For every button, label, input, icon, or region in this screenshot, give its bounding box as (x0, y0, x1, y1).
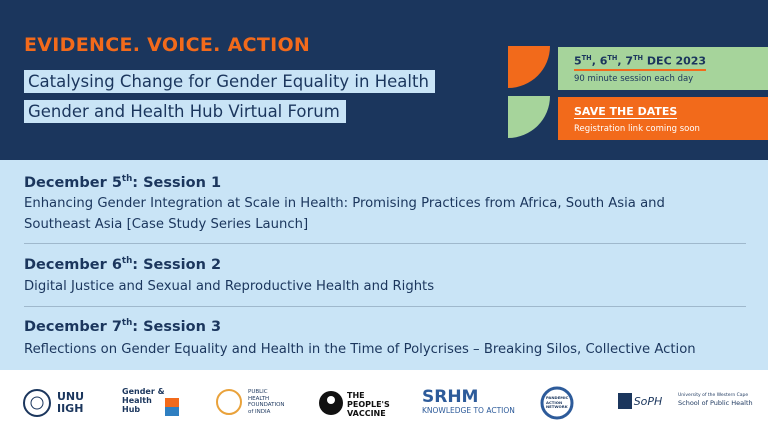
save-note: Registration link coming soon (574, 124, 700, 134)
divider (24, 306, 746, 307)
logo-text: SRHM (422, 387, 479, 407)
logo-text: Gender & Health Hub (122, 387, 165, 414)
session-description: Enhancing Gender Integration at Scale in… (24, 196, 665, 232)
decor-shapes (508, 46, 550, 138)
title-line: Gender and Health Hub Virtual Forum (24, 100, 346, 123)
date-part: , 7 (617, 54, 634, 68)
session-heading: December 7th: Session 3 (24, 318, 221, 335)
session-suffix: th (121, 174, 133, 184)
save-box: SAVE THE DATES Registration link coming … (558, 97, 768, 140)
logo-text: KNOWLEDGE TO ACTION (422, 406, 515, 415)
session-description: Reflections on Gender Equality and Healt… (24, 342, 696, 357)
session-label: : Session 1 (132, 174, 222, 191)
divider (24, 243, 746, 244)
logo-text: School of Public Health (678, 399, 753, 407)
logo-icon (23, 389, 51, 417)
date-part: 5 (574, 54, 582, 68)
session-heading: December 6th: Session 2 (24, 256, 221, 273)
logo-text: PANDEMIC ACTION NETWORK (546, 395, 569, 409)
logo-icon (165, 398, 179, 416)
save-title: SAVE THE DATES (574, 105, 678, 119)
dates-note: 90 minute session each day (574, 74, 694, 84)
tagline: EVIDENCE. VOICE. ACTION (24, 34, 311, 56)
logo-icon: SoPH (618, 393, 663, 409)
dates-box: 5TH, 6TH, 7TH DEC 2023 90 minute session… (558, 47, 768, 90)
date-suffix: TH (581, 54, 592, 62)
session-date: December 6 (24, 256, 122, 273)
title-line: Catalysing Change for Gender Equality in… (24, 70, 435, 93)
session-suffix: th (121, 256, 133, 266)
session-description: Digital Justice and Sexual and Reproduct… (24, 279, 435, 294)
session-heading: December 5th: Session 1 (24, 174, 221, 191)
logo-icon (540, 386, 574, 420)
date-part: DEC 2023 (643, 54, 707, 68)
logo-icon (216, 389, 242, 415)
logo-icon (319, 391, 343, 415)
session-suffix: th (121, 318, 133, 328)
sessions-band (0, 160, 768, 370)
logo-text: THE PEOPLE'S VACCINE (347, 391, 390, 418)
session-date: December 7 (24, 318, 122, 335)
session-label: : Session 2 (132, 256, 222, 273)
session-date: December 5 (24, 174, 122, 191)
date-part: , 6 (591, 54, 608, 68)
date-suffix: TH (607, 54, 618, 62)
logo-text: UNU IIGH (57, 390, 85, 415)
logo-text: University of the Western Cape (678, 393, 749, 398)
session-label: : Session 3 (132, 318, 222, 335)
date-suffix: TH (633, 54, 644, 62)
svg-text:SoPH: SoPH (634, 395, 663, 408)
logo-band (0, 370, 768, 431)
dates-text: 5TH, 6TH, 7TH DEC 2023 (574, 54, 707, 71)
logo-text: PUBLIC HEALTH FOUNDATION of INDIA (248, 389, 285, 415)
